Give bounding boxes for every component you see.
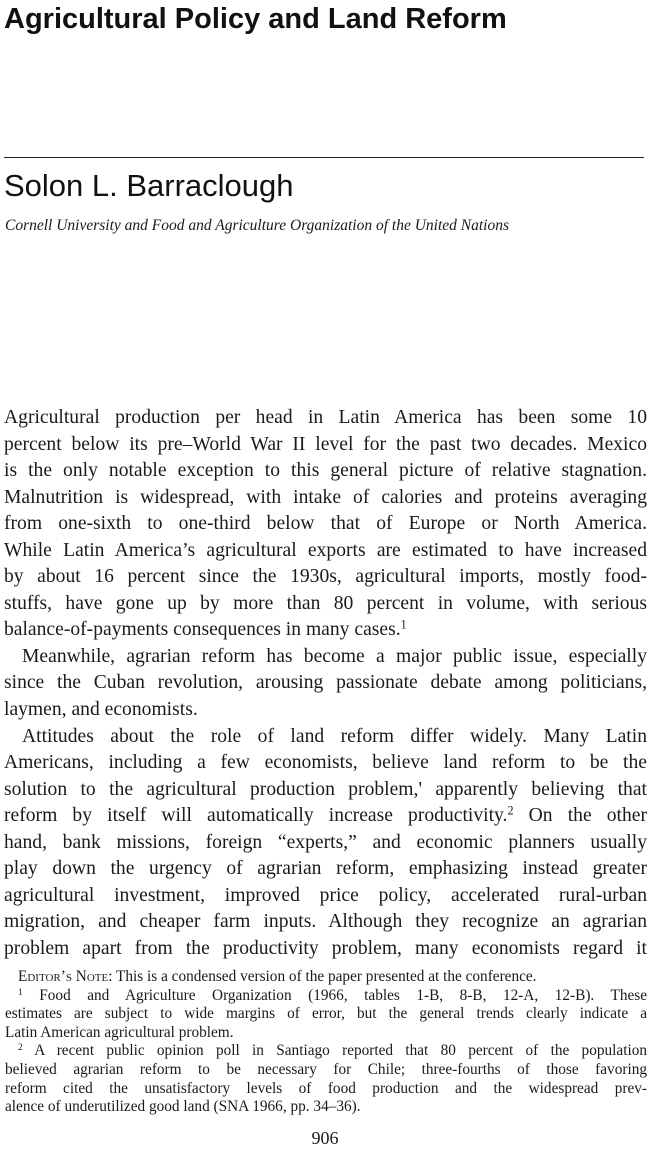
footnote-ref-1[interactable]: 1 [400, 617, 407, 632]
body-line: from one-sixth to one-third below that o… [4, 513, 647, 535]
footnote-2-line: alence of underutilized good land (SNA 1… [5, 1098, 361, 1116]
footnotes: Editor’s Note: This is a condensed versi… [5, 968, 647, 1117]
body-line: percent below its pre–World War II level… [4, 433, 647, 455]
article-title: Agricultural Policy and Land Reform [4, 3, 507, 35]
footnote-1-line: 1 Food and Agriculture Organization (196… [5, 987, 647, 1006]
body-line: Meanwhile, agrarian reform has become a … [22, 645, 647, 667]
body-line: problem apart from the productivity prob… [4, 937, 647, 959]
footnote-2-line: believed agrarian reform to be necessary… [5, 1060, 647, 1078]
body-line-text: balance-of-payments consequences in many… [4, 619, 401, 641]
footnote-ref-2[interactable]: 2 [507, 803, 514, 818]
body-line: Attitudes about the role of land reform … [22, 725, 647, 747]
footnote-2-marker: 2 [18, 1043, 23, 1054]
body-line: While Latin America’s agricultural expor… [4, 539, 647, 561]
footnote-1-marker: 1 [18, 987, 23, 998]
footnote-1-line: Latin American agricultural problem. [5, 1023, 234, 1041]
body-line: hand, bank missions, foreign “experts,” … [4, 831, 647, 853]
footnote-text: A recent public opinion poll in Santiago… [34, 1042, 647, 1060]
body-line: solution to the agricultural production … [4, 778, 647, 800]
footnote-1-line: estimates are subject to wide margins of… [5, 1005, 647, 1023]
body-line: balance-of-payments consequences in many… [4, 617, 647, 644]
body-text: Agricultural production per head in Lati… [4, 405, 647, 962]
author-affiliation: Cornell University and Food and Agricult… [5, 217, 510, 234]
body-line: stuffs, have gone up by more than 80 per… [4, 592, 647, 614]
editor-note: Editor’s Note: This is a condensed versi… [5, 968, 647, 987]
footnote-2-line: reform cited the unsatisfactory levels o… [5, 1079, 647, 1097]
body-line: by about 16 percent since the 1930s, agr… [4, 566, 647, 588]
body-line-text: reform by itself will automatically incr… [4, 805, 508, 827]
author-name: Solon L. Barraclough [4, 168, 294, 203]
editor-note-label: Editor’s Note [18, 968, 109, 985]
body-line: migration, and cheaper farm inputs. Alth… [4, 911, 647, 933]
body-line: is the only notable exception to this ge… [4, 460, 647, 482]
body-line: laymen, and economists. [4, 699, 198, 721]
page-number: 906 [311, 1128, 339, 1148]
body-line: Agricultural production per head in Lati… [4, 407, 647, 428]
body-line: Americans, including a few economists, b… [4, 752, 647, 774]
editor-note-text: : This is a condensed version of the pap… [108, 968, 537, 985]
body-line: reform by itself will automatically incr… [4, 803, 647, 830]
title-divider [4, 157, 644, 158]
body-line: play down the urgency of agrarian reform… [4, 858, 647, 880]
body-line: Malnutrition is widespread, with intake … [4, 486, 647, 508]
footnote-2-line: 2 A recent public opinion poll in Santia… [5, 1042, 647, 1061]
body-line: agricultural investment, improved price … [4, 884, 647, 906]
body-line: since the Cuban revolution, arousing pas… [4, 672, 647, 694]
body-line-text: On the other [513, 805, 647, 827]
footnote-text: Food and Agriculture Organization (1966,… [39, 986, 647, 1004]
